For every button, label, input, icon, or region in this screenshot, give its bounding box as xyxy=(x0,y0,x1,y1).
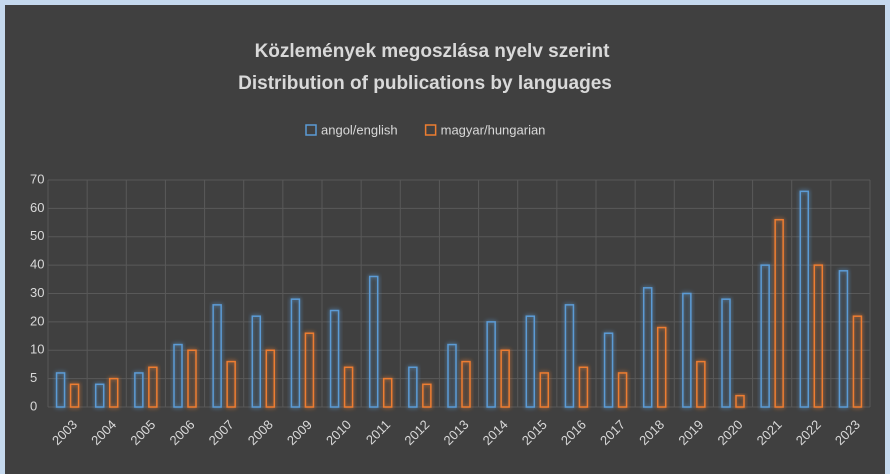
bar xyxy=(304,332,315,408)
bar xyxy=(251,315,262,408)
bar xyxy=(813,264,824,408)
bar xyxy=(408,366,418,408)
bar xyxy=(368,275,379,408)
bar xyxy=(696,360,706,408)
chart-subtitle: Distribution of publications by language… xyxy=(238,73,612,94)
bar xyxy=(226,360,236,408)
bar xyxy=(447,343,457,408)
bar xyxy=(852,315,863,408)
bar xyxy=(603,332,614,408)
bar xyxy=(500,349,510,408)
bar xyxy=(94,383,105,408)
bar xyxy=(799,190,810,408)
bar xyxy=(525,315,536,408)
y-tick-label: 30 xyxy=(30,285,44,300)
y-tick-label: 5 xyxy=(30,370,37,385)
bar xyxy=(656,326,667,408)
bar xyxy=(108,377,119,408)
legend-swatch xyxy=(305,124,317,136)
bar xyxy=(838,270,849,408)
bar xyxy=(642,287,653,408)
bar xyxy=(55,372,66,408)
bar xyxy=(735,394,745,408)
bar xyxy=(486,321,496,408)
bar xyxy=(173,343,183,408)
y-tick-label: 20 xyxy=(30,313,44,328)
bar xyxy=(422,383,432,408)
bar xyxy=(69,383,80,408)
bar xyxy=(760,264,770,408)
y-tick-label: 10 xyxy=(30,342,44,357)
bar xyxy=(774,218,784,408)
bar xyxy=(564,304,575,408)
legend-label: magyar/hungarian xyxy=(441,122,546,137)
bar xyxy=(329,309,340,408)
bar xyxy=(461,360,471,408)
bar xyxy=(343,366,354,408)
chart-title: Közlemények megoszlása nyelv szerint xyxy=(255,41,610,62)
bar xyxy=(212,304,222,408)
bar xyxy=(290,298,301,408)
bar xyxy=(721,298,731,408)
bar xyxy=(148,366,158,408)
legend-swatch xyxy=(424,124,437,136)
bar xyxy=(187,349,197,408)
y-tick-label: 70 xyxy=(30,171,44,186)
y-tick-label: 50 xyxy=(30,228,44,243)
bar xyxy=(265,349,276,408)
bar xyxy=(578,366,589,408)
bar xyxy=(539,372,550,408)
legend-label: angol/english xyxy=(321,122,398,137)
bar xyxy=(382,377,393,408)
y-tick-label: 60 xyxy=(30,200,44,215)
bar xyxy=(134,372,144,408)
y-tick-label: 0 xyxy=(30,398,37,413)
bar xyxy=(617,372,628,408)
y-tick-label: 40 xyxy=(30,257,44,272)
bar xyxy=(682,292,692,408)
